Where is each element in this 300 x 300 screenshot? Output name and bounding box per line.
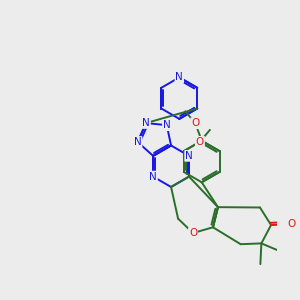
Text: N: N <box>134 137 142 147</box>
Text: N: N <box>163 120 171 130</box>
Text: O: O <box>288 219 296 229</box>
Text: N: N <box>185 151 193 161</box>
Text: O: O <box>191 118 200 128</box>
Text: N: N <box>176 72 183 82</box>
Text: O: O <box>196 137 204 147</box>
Text: N: N <box>142 118 150 128</box>
Text: O: O <box>189 228 197 238</box>
Text: N: N <box>149 172 157 182</box>
